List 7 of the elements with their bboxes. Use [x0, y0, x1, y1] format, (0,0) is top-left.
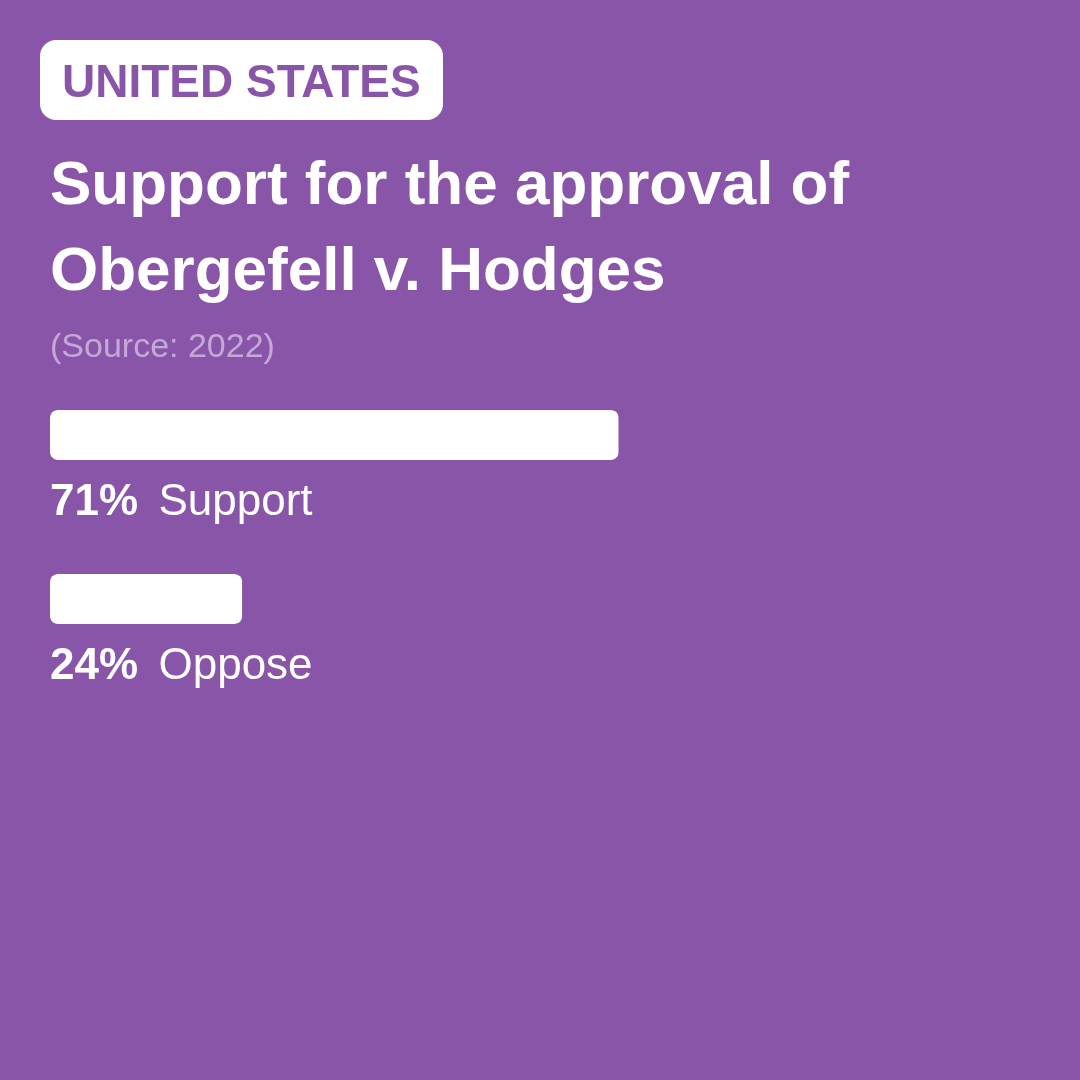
text: (Source: 2022) [50, 326, 275, 365]
y-tick-label: Support [158, 475, 313, 524]
data-label: 24% [50, 639, 139, 688]
y-tick-label: Oppose [158, 639, 313, 688]
chart-title: Support for the approval of Obergefell v. Hodges [50, 147, 851, 305]
chart-subtitle: UNITED STATES [40, 40, 443, 120]
data-label: 71% [50, 475, 139, 524]
